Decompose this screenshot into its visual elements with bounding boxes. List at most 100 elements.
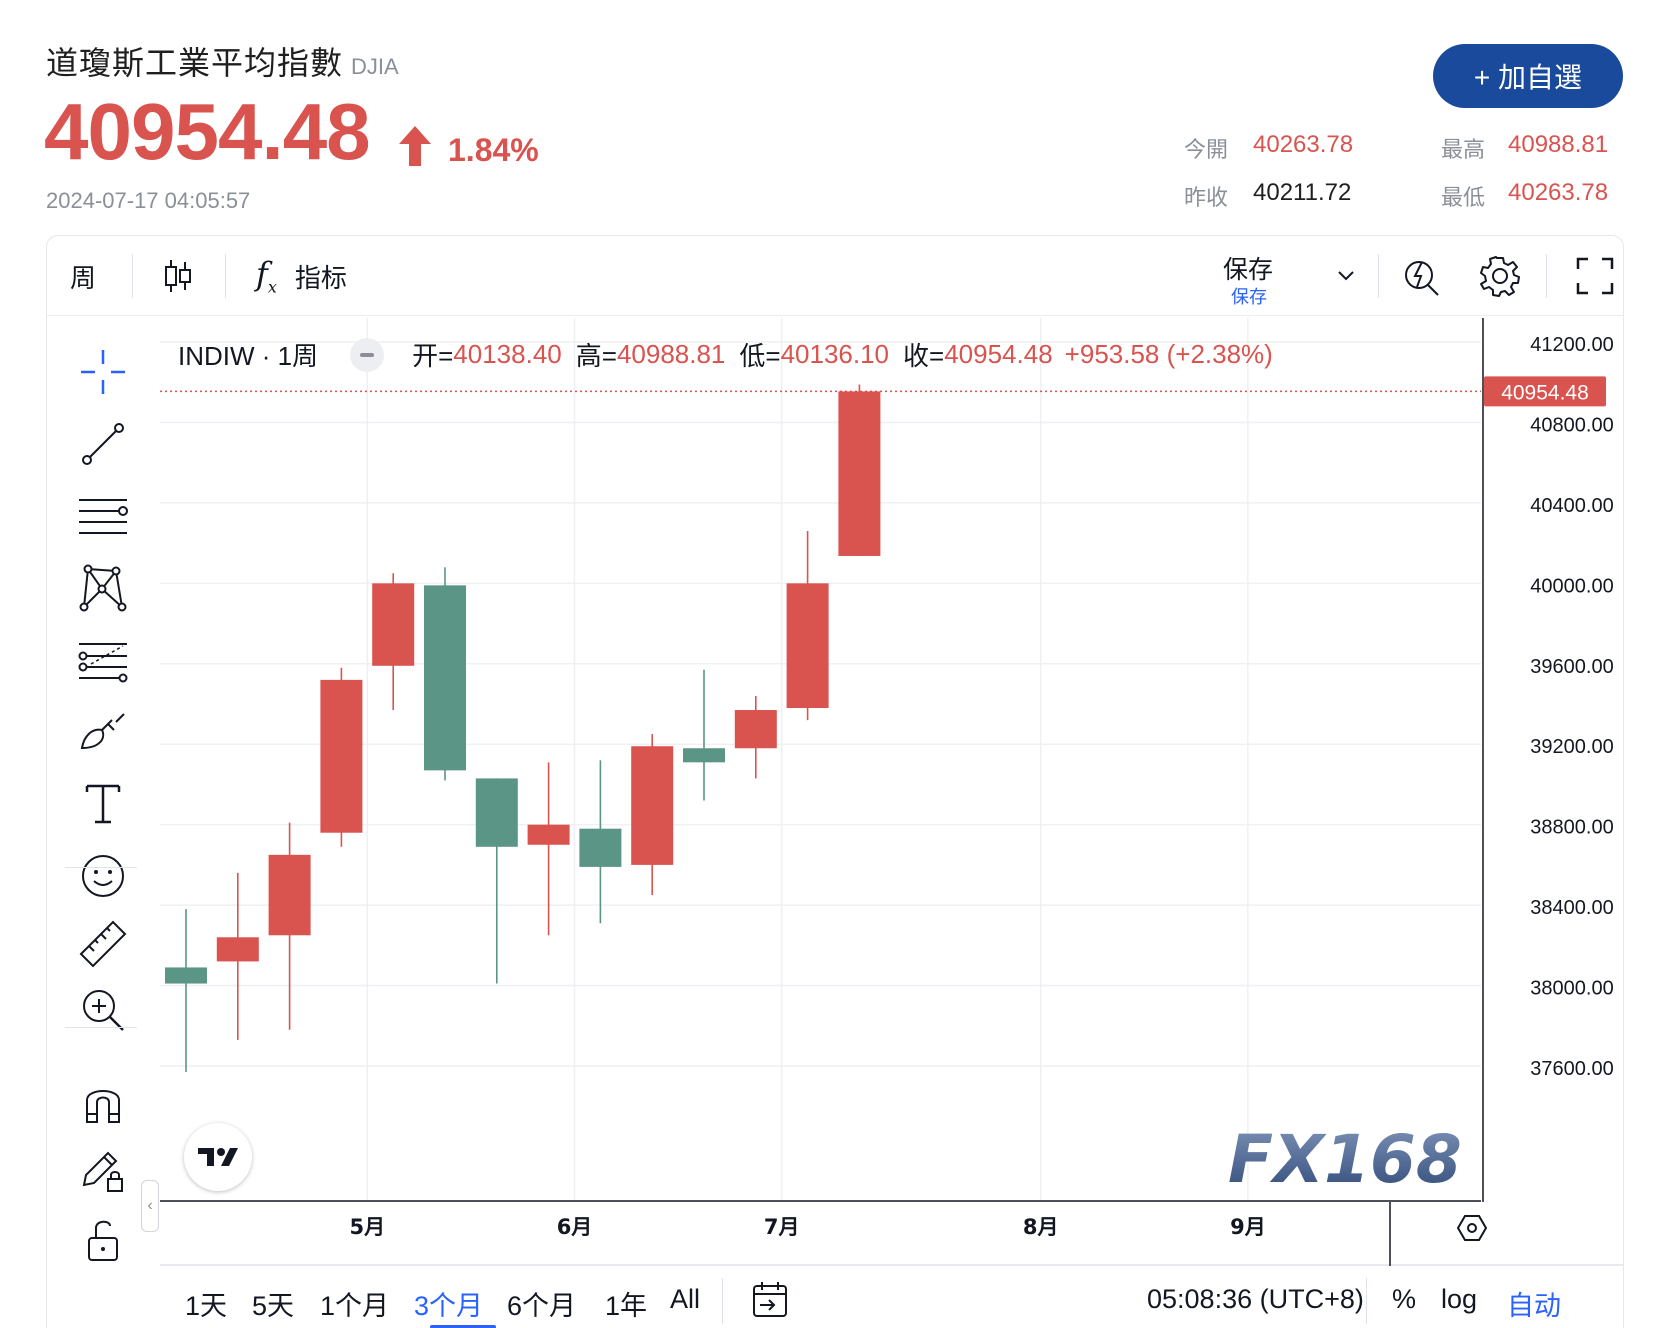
open-value: 40263.78 bbox=[1253, 131, 1354, 158]
time-axis[interactable]: 5月 6月 7月 8月 9月 bbox=[160, 1202, 1623, 1266]
change-val: +953.58 (+2.38%) bbox=[1064, 339, 1273, 369]
current-price: 40954.48 bbox=[44, 87, 371, 176]
candle-body bbox=[372, 583, 415, 666]
range-button[interactable]: 6个月 bbox=[507, 1291, 577, 1321]
candle[interactable] bbox=[268, 822, 311, 1030]
candle-body bbox=[579, 828, 622, 867]
tradingview-logo[interactable] bbox=[184, 1123, 252, 1191]
hide-legend-icon[interactable] bbox=[350, 337, 385, 372]
candle[interactable] bbox=[838, 384, 881, 556]
candle-body bbox=[838, 391, 881, 556]
draw-mode-tool[interactable] bbox=[75, 1142, 131, 1198]
function-icon: fx bbox=[256, 255, 277, 297]
svg-text:FX168: FX168 bbox=[1228, 1126, 1462, 1190]
trend-line-icon bbox=[82, 423, 124, 465]
range-button[interactable]: All bbox=[670, 1284, 701, 1314]
pattern-tool[interactable] bbox=[75, 560, 131, 616]
candle[interactable] bbox=[320, 667, 363, 847]
candle[interactable] bbox=[216, 872, 259, 1040]
candle[interactable] bbox=[372, 573, 415, 711]
range-button[interactable]: 1个月 bbox=[320, 1291, 390, 1321]
projection-tool[interactable] bbox=[75, 632, 131, 688]
candle[interactable] bbox=[579, 760, 622, 924]
candlestick-icon bbox=[165, 260, 191, 292]
log-toggle[interactable]: log bbox=[1441, 1284, 1478, 1314]
brush-tool[interactable] bbox=[75, 704, 131, 760]
indicators-label: 指标 bbox=[294, 262, 347, 293]
axis-settings-icon[interactable] bbox=[1456, 1215, 1488, 1241]
range-button[interactable]: 3个月 bbox=[414, 1291, 484, 1321]
quick-search-icon[interactable] bbox=[1402, 254, 1442, 298]
text-tool[interactable] bbox=[75, 776, 131, 832]
range-button[interactable]: 1天 bbox=[185, 1291, 228, 1321]
price-tick-label: 38800.00 bbox=[1530, 817, 1613, 839]
measure-tool[interactable] bbox=[75, 914, 131, 970]
candle-body bbox=[268, 854, 311, 936]
price-tick-label: 40400.00 bbox=[1530, 495, 1613, 517]
price-tick-label: 39600.00 bbox=[1530, 656, 1613, 678]
indicators-button[interactable]: fx 指标 bbox=[256, 236, 347, 316]
candle[interactable] bbox=[683, 669, 725, 801]
smiley-icon bbox=[82, 855, 124, 897]
utc-clock[interactable]: 05:08:36 (UTC+8) bbox=[1147, 1284, 1364, 1314]
brush-icon bbox=[80, 713, 125, 750]
price-axis[interactable]: 41200.00 40800.00 40400.00 40000.00 39600.00… bbox=[1482, 318, 1623, 1202]
drawing-toolbar bbox=[47, 316, 159, 1328]
candle-body bbox=[734, 710, 777, 749]
price-tick-label: 40800.00 bbox=[1530, 414, 1613, 436]
emoji-tool[interactable] bbox=[75, 848, 131, 904]
candle[interactable] bbox=[165, 909, 207, 1073]
index-name: 道瓊斯工業平均指數 bbox=[46, 45, 344, 81]
close-key: 收= bbox=[903, 341, 945, 371]
trend-line-tool[interactable] bbox=[75, 416, 131, 472]
candlestick-chart[interactable] bbox=[160, 318, 1481, 1202]
low-label: 最低 bbox=[1441, 185, 1486, 210]
chevron-down-icon[interactable] bbox=[1337, 270, 1355, 282]
prev-close-value: 40211.72 bbox=[1253, 179, 1352, 206]
crosshair-icon bbox=[81, 350, 125, 394]
price-tick-label: 40000.00 bbox=[1530, 575, 1613, 597]
lock-tool[interactable] bbox=[75, 1212, 131, 1268]
tv-logo-icon bbox=[198, 1148, 238, 1166]
candle[interactable] bbox=[786, 531, 829, 721]
save-sub-label: 保存 bbox=[1231, 287, 1267, 307]
active-range-indicator bbox=[430, 1325, 496, 1328]
candle[interactable] bbox=[475, 778, 518, 984]
chart-toolbar bbox=[47, 236, 1623, 316]
auto-scale-toggle[interactable]: 自动 bbox=[1507, 1291, 1561, 1321]
open-label: 今開 bbox=[1184, 137, 1229, 162]
settings-gear-icon[interactable] bbox=[1478, 254, 1522, 298]
goto-date-icon[interactable] bbox=[750, 1280, 790, 1320]
prev-close-label: 昨收 bbox=[1184, 185, 1229, 210]
text-icon bbox=[85, 784, 121, 824]
open-key: 开= bbox=[412, 341, 454, 371]
candle[interactable] bbox=[631, 734, 674, 896]
candle-type-button[interactable] bbox=[162, 236, 194, 316]
quote-timestamp: 2024-07-17 04:05:57 bbox=[46, 188, 251, 213]
fullscreen-icon[interactable] bbox=[1576, 257, 1614, 295]
ohlc-legend: INDIW · 1周 开= 40138.40 高= 40988.81 低= 40136… bbox=[178, 336, 1273, 373]
range-button[interactable]: 1年 bbox=[605, 1291, 648, 1321]
interval-button[interactable]: 周 bbox=[70, 262, 97, 293]
low-key: 低= bbox=[739, 341, 781, 371]
fx168-watermark: FX168 bbox=[1228, 1126, 1462, 1190]
candle[interactable] bbox=[527, 762, 570, 936]
close-val: 40954.48 bbox=[944, 339, 1053, 369]
range-button[interactable]: 5天 bbox=[252, 1291, 295, 1321]
ticker-code: DJIA bbox=[351, 54, 399, 79]
crosshair-tool[interactable] bbox=[75, 344, 131, 400]
candle-body bbox=[527, 824, 570, 845]
collapse-sidebar-button[interactable]: ‹ bbox=[141, 1180, 159, 1232]
candle[interactable] bbox=[734, 695, 777, 779]
fib-tool[interactable] bbox=[75, 488, 131, 544]
add-watchlist-button[interactable]: + 加自選 bbox=[1433, 44, 1623, 108]
percent-toggle[interactable]: % bbox=[1392, 1284, 1417, 1314]
arrow-up-icon bbox=[399, 126, 431, 166]
price-tick-label: 39200.00 bbox=[1530, 736, 1613, 758]
save-button[interactable]: 保存 bbox=[1223, 256, 1274, 284]
candle[interactable] bbox=[424, 567, 466, 781]
zoom-tool[interactable] bbox=[75, 982, 131, 1038]
last-price-badge: 40954.48 bbox=[1484, 376, 1606, 407]
magnet-tool[interactable] bbox=[75, 1074, 131, 1130]
high-value: 40988.81 bbox=[1508, 131, 1609, 158]
